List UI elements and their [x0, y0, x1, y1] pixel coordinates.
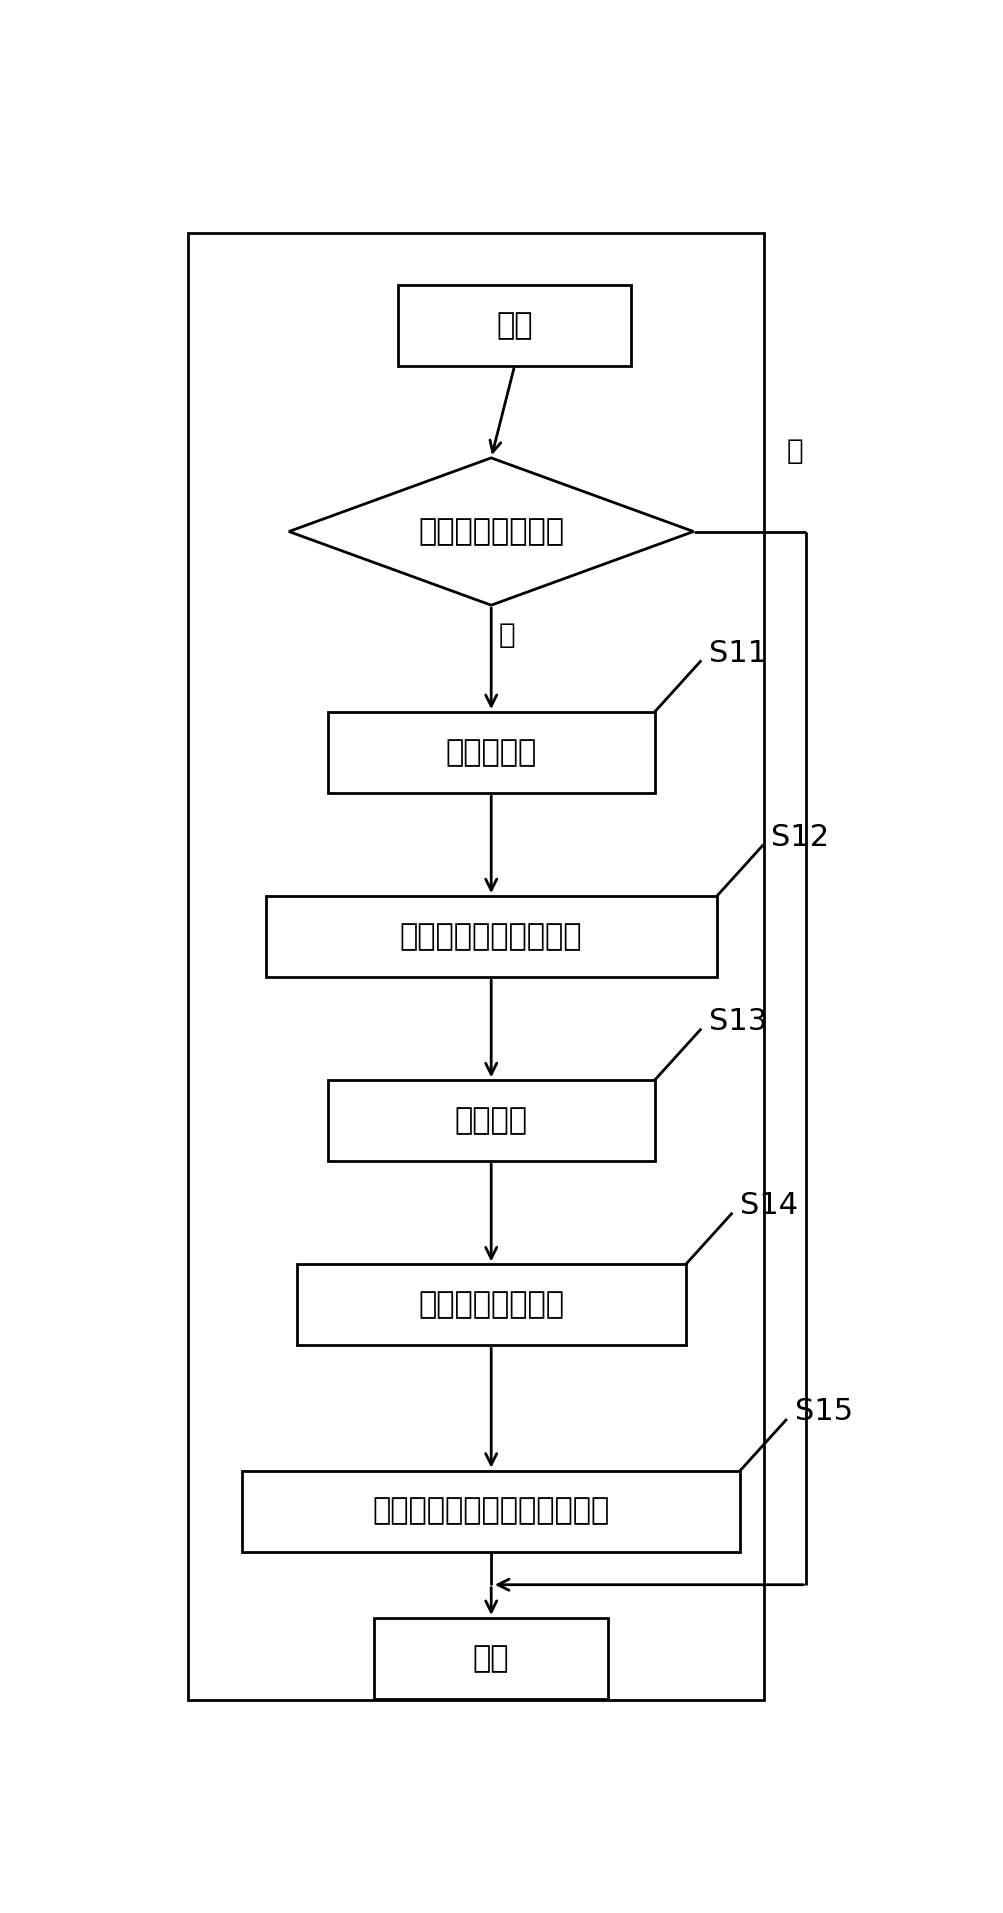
Text: S14: S14	[739, 1192, 797, 1220]
Text: 导联优选: 导联优选	[454, 1106, 528, 1134]
Bar	[397, 285, 631, 365]
Text: 有新的采样数据？: 有新的采样数据？	[418, 517, 564, 545]
Bar	[265, 895, 716, 978]
Bar	[374, 1618, 607, 1699]
Bar	[328, 1081, 654, 1161]
Text: 是: 是	[497, 620, 515, 649]
Text: 生成信号质量判断指标: 生成信号质量判断指标	[399, 922, 582, 951]
Text: S13: S13	[708, 1006, 766, 1035]
Bar	[188, 233, 763, 1699]
Text: 否: 否	[785, 436, 802, 465]
Text: 开始: 开始	[495, 310, 533, 341]
Text: 优选导联动态切换及组合输出: 优选导联动态切换及组合输出	[372, 1496, 609, 1525]
Text: S12: S12	[770, 823, 828, 851]
Text: S15: S15	[794, 1396, 852, 1427]
Text: 结束: 结束	[472, 1643, 509, 1672]
Text: 信号预处理: 信号预处理	[445, 738, 537, 767]
Bar	[297, 1264, 685, 1345]
Bar	[242, 1471, 739, 1551]
Bar	[328, 712, 654, 794]
Text: S11: S11	[708, 639, 766, 668]
Text: 优选导联信号分析: 优选导联信号分析	[418, 1291, 564, 1320]
Polygon shape	[289, 457, 693, 605]
